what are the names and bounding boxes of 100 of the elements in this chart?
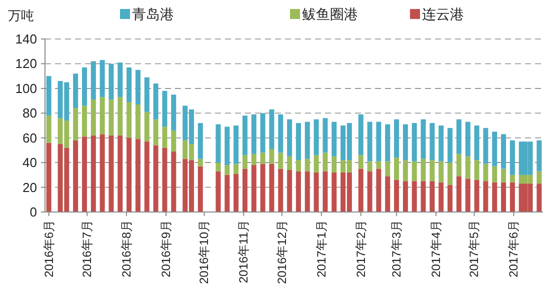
bar	[90, 61, 96, 100]
bar	[412, 123, 417, 162]
bar	[108, 100, 114, 136]
bar	[171, 94, 176, 130]
bar	[314, 119, 319, 156]
bar	[46, 116, 52, 143]
bar	[510, 174, 515, 182]
bar	[216, 162, 221, 172]
bar	[46, 76, 52, 116]
bar	[492, 182, 498, 212]
bar	[126, 138, 132, 212]
x-tick-label: 2017年3月	[390, 220, 404, 278]
bar	[394, 158, 400, 180]
y-tick-label: 100	[15, 80, 37, 96]
bar	[332, 122, 337, 156]
bar	[474, 126, 480, 160]
bar	[448, 162, 453, 185]
bar	[358, 168, 364, 212]
bar	[260, 113, 266, 153]
bar	[412, 181, 417, 212]
legend-label: 连云港	[422, 6, 464, 22]
bar	[465, 156, 470, 179]
bar	[367, 161, 372, 172]
bar	[287, 170, 292, 212]
bar	[376, 122, 382, 162]
x-tick-label: 2016年8月	[120, 220, 134, 278]
bar	[234, 164, 239, 174]
bar	[287, 119, 292, 156]
bar	[73, 108, 78, 140]
bar	[251, 114, 256, 154]
bar	[82, 67, 87, 106]
bar	[296, 171, 301, 212]
bar	[251, 154, 256, 166]
bar	[46, 142, 52, 212]
bar	[420, 119, 426, 159]
bar	[296, 123, 301, 160]
bar	[465, 122, 470, 156]
bar	[332, 156, 337, 172]
x-tick-label: 2016年9月	[158, 220, 173, 278]
bar	[135, 139, 140, 212]
y-tick-label: 20	[22, 180, 37, 195]
bar	[135, 70, 140, 104]
legend-label: 鲅鱼圈港	[302, 6, 358, 22]
bar	[322, 118, 328, 153]
bar	[278, 168, 284, 212]
bar	[385, 161, 390, 176]
bar	[126, 67, 132, 102]
bar	[90, 100, 96, 136]
bar	[483, 164, 488, 182]
y-tick-label: 140	[15, 32, 37, 46]
bar	[394, 180, 400, 212]
bar	[456, 154, 462, 176]
bar	[118, 135, 123, 212]
bar	[510, 182, 515, 212]
bar	[465, 178, 470, 212]
x-tick-label: 2016年7月	[80, 220, 94, 278]
bar	[456, 119, 462, 154]
bar	[438, 182, 444, 212]
bar	[304, 171, 310, 212]
bar	[430, 181, 435, 212]
bar	[536, 140, 542, 172]
x-tick-label: 2016年6月	[42, 220, 56, 278]
y-tick-label: 80	[22, 106, 37, 121]
bar	[278, 152, 284, 169]
bar	[430, 123, 435, 160]
bar	[108, 64, 114, 100]
bar	[108, 135, 114, 212]
bar	[100, 134, 105, 212]
bar	[224, 126, 230, 166]
x-tick-label: 2017年2月	[354, 220, 368, 278]
legend-label: 青岛港	[132, 6, 174, 22]
bar	[224, 165, 230, 175]
bar	[332, 172, 337, 212]
bar	[118, 62, 123, 98]
bar	[118, 97, 123, 136]
bar	[376, 161, 382, 169]
bar	[322, 171, 328, 212]
bar	[402, 181, 408, 212]
bar	[100, 60, 105, 98]
bar	[385, 176, 390, 212]
bar	[456, 176, 462, 212]
bar	[171, 151, 176, 212]
bar	[492, 132, 498, 166]
bar	[501, 182, 506, 212]
bar	[224, 174, 230, 212]
bar	[162, 126, 168, 148]
bar	[430, 160, 435, 182]
bar	[153, 145, 158, 212]
bar	[501, 168, 506, 182]
bar	[492, 166, 498, 182]
bar	[536, 171, 542, 184]
bar	[402, 124, 408, 160]
bar	[216, 171, 221, 212]
bar	[82, 106, 87, 137]
bar	[448, 128, 453, 163]
x-tick-label: 2016年11月	[236, 220, 251, 284]
bar	[162, 90, 168, 127]
bar	[260, 164, 266, 212]
bar	[394, 119, 400, 158]
bar	[474, 180, 480, 212]
